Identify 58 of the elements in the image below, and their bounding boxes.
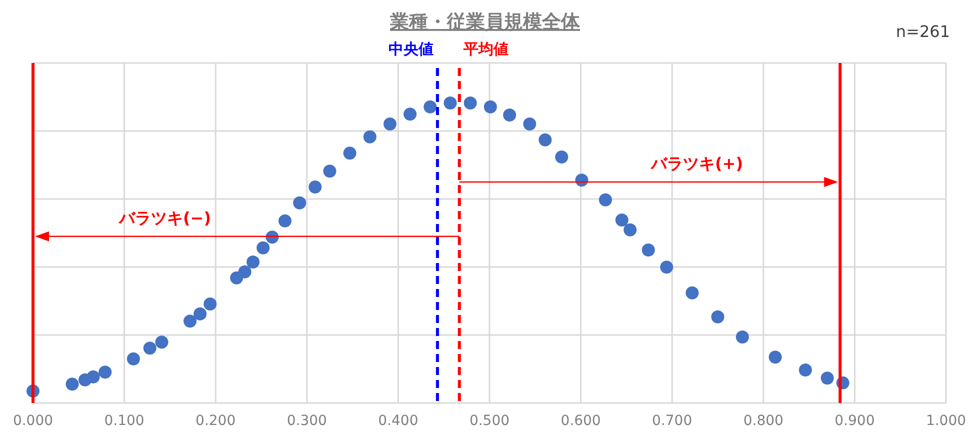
- point: [660, 260, 674, 274]
- point: [293, 196, 306, 210]
- annotation: バラツキ(+): [650, 154, 744, 173]
- point: [86, 370, 100, 384]
- point: [238, 265, 252, 278]
- x-tick-label: 0.800: [743, 413, 784, 429]
- x-tick-label: 0.200: [196, 413, 236, 429]
- point: [246, 256, 260, 268]
- point: [184, 314, 197, 328]
- point: [204, 298, 217, 310]
- point: [615, 214, 628, 226]
- point: [686, 286, 699, 300]
- point: [256, 241, 270, 254]
- point: [404, 108, 417, 121]
- ref-line-label: 平均値: [462, 40, 508, 58]
- point: [194, 307, 207, 320]
- point: [424, 100, 437, 114]
- x-tick-label: 0.300: [286, 413, 327, 429]
- point: [768, 350, 782, 364]
- x-tick-label: 0.500: [469, 413, 510, 429]
- point: [575, 174, 588, 187]
- point: [555, 150, 568, 164]
- point: [383, 118, 396, 130]
- point: [266, 230, 279, 244]
- point: [798, 364, 812, 376]
- point: [736, 330, 749, 344]
- chart-title: 業種・従業員規模全体: [389, 11, 581, 33]
- point: [343, 146, 356, 160]
- point: [820, 372, 834, 385]
- x-tick-label: 0.600: [560, 413, 601, 429]
- point: [363, 130, 376, 144]
- annotation: バラツキ(−): [118, 208, 212, 228]
- x-tick-label: 0.000: [12, 413, 54, 429]
- point: [143, 342, 156, 355]
- point: [503, 108, 516, 122]
- ref-line-label: 中央値: [388, 40, 434, 58]
- point: [66, 378, 79, 391]
- point: [711, 310, 724, 324]
- point: [523, 118, 536, 130]
- x-tick-label: 0.900: [834, 413, 875, 429]
- point: [98, 366, 112, 379]
- point: [598, 193, 612, 206]
- x-tick-label: 1.000: [926, 413, 966, 429]
- x-tick-label: 0.400: [378, 413, 418, 429]
- x-tick-label: 0.700: [652, 413, 692, 429]
- point: [624, 223, 637, 236]
- point: [538, 133, 552, 146]
- point: [444, 96, 457, 110]
- point: [464, 96, 477, 110]
- point: [278, 214, 292, 228]
- point: [642, 244, 655, 256]
- point: [484, 100, 497, 114]
- x-tick-label: 0.100: [104, 413, 144, 429]
- point: [308, 180, 322, 194]
- text: n=261: [896, 22, 950, 41]
- point: [155, 336, 168, 349]
- point: [126, 352, 140, 366]
- point: [323, 164, 336, 178]
